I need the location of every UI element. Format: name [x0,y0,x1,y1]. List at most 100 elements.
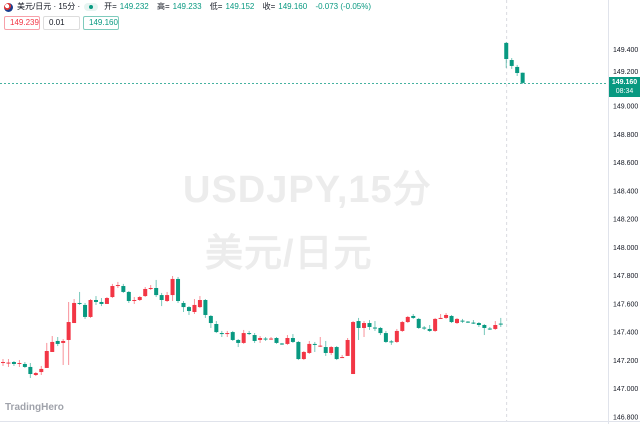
candle [214,321,219,334]
candle-body [110,286,115,298]
candle-body [263,338,268,340]
candle [44,342,49,368]
candle-body [137,297,142,301]
candle-body [476,323,481,326]
tradinghero-logo[interactable]: TradingHero [5,402,64,413]
candle [340,354,345,359]
candle [22,362,27,368]
candle [28,362,33,378]
candle-body [269,338,274,340]
candle-body [422,327,427,329]
quantity-input[interactable]: 0.01 [43,16,80,30]
candle-body [83,304,88,317]
candle-body [148,287,153,289]
candle [498,317,503,327]
y-tick-label: 147.800 [613,273,638,280]
candle-body [301,351,306,360]
candle-body [121,286,126,292]
candle-body [208,315,213,324]
candle [230,330,235,341]
candle-body [214,324,219,333]
candle-body [143,288,148,297]
candle [372,321,377,331]
candle-body [6,362,11,364]
candle [476,322,481,327]
candle-body [323,347,328,353]
candle [312,341,317,352]
candle [148,285,153,290]
candle-body [236,339,241,343]
candle [356,317,361,340]
low-label: 低= [209,2,223,11]
candle-body [1,362,5,364]
candle [176,276,181,303]
candle [55,337,60,347]
y-tick-label: 148.200 [613,217,638,224]
candle [170,275,175,301]
candle [143,287,148,298]
candle-body [389,341,394,343]
symbol-title[interactable]: 美元/日元 · 15分 · [17,2,81,11]
buy-button[interactable]: 149.160 [83,16,119,30]
candle [329,346,334,355]
candle [362,321,367,338]
candle-body [367,323,372,327]
candle [192,299,197,314]
candle [1,359,5,366]
candle-body [356,321,361,328]
y-tick-label: 149.400 [613,47,638,54]
candle-body [93,300,98,302]
candle [433,317,438,332]
sell-button[interactable]: 149.239 [4,16,40,30]
candle-body [340,357,345,359]
candle-body [203,300,208,315]
candle-body [219,333,224,335]
candle [269,337,274,340]
high-label: 高= [156,2,170,11]
close-value: 149.160 [278,2,308,11]
candle [17,360,22,367]
candle [438,313,443,319]
candle [66,301,71,365]
candle-body [225,333,230,335]
low-value: 149.152 [225,2,255,11]
candle-body [460,320,465,322]
y-tick-label: 148.400 [613,188,638,195]
candle-body [247,333,252,335]
candle [318,337,323,348]
candle [422,325,427,330]
candle-body [438,317,443,319]
candle-body [290,337,295,342]
price-axis[interactable]: 149.400 149.200 149.000 148.800 148.600 148.4… [613,47,638,421]
market-status-badge[interactable] [84,3,99,11]
y-tick-label: 149.000 [613,104,638,111]
candle-body [285,337,290,344]
candle-body [307,343,312,353]
y-tick-label: 147.200 [613,358,638,365]
candle-body [230,332,235,340]
open-value: 149.232 [119,2,149,11]
candle [50,336,55,352]
candle-body [77,302,82,304]
usd-jpy-flag-icon [4,2,13,12]
ohlc-values: 开= 149.232 高= 149.233 低= 149.152 收= 149.160 … [104,2,374,12]
y-tick-label: 148.000 [613,245,638,252]
candle-body [312,343,317,345]
candle-body [241,333,246,343]
candle-body [99,301,104,304]
candle-body [487,328,492,330]
candle [509,58,514,69]
candle-body [482,325,487,328]
candle [455,317,460,325]
open-label: 开= [104,2,117,11]
candle-body [170,278,175,296]
candle [93,296,98,305]
candle-body [115,285,120,287]
y-tick-label: 146.800 [613,414,638,421]
candle-body [351,322,356,375]
candle [465,321,470,324]
candle-body [383,333,388,342]
candle [208,314,213,328]
candle-body [104,298,109,304]
